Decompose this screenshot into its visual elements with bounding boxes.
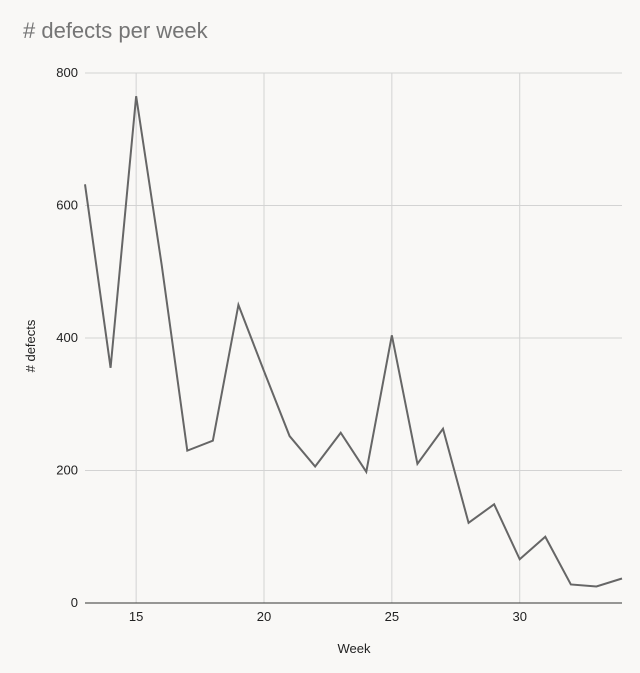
series	[84, 96, 623, 588]
x-tick-label: 15	[129, 609, 143, 624]
x-tick-label: 25	[385, 609, 399, 624]
y-tick-label: 0	[71, 595, 78, 610]
y-tick-label: 600	[56, 198, 78, 213]
x-tick-label: 20	[257, 609, 271, 624]
x-tick-label: 30	[512, 609, 526, 624]
y-tick-label: 400	[56, 330, 78, 345]
x-axis-label: Week	[338, 641, 371, 656]
y-axis-label: # defects	[23, 319, 38, 372]
series-line	[84, 96, 623, 588]
y-tick-label: 800	[56, 65, 78, 80]
tick-labels: 0 200 400 600 800 15 20 25 30	[56, 65, 527, 624]
chart-title: # defects per week	[23, 18, 208, 43]
y-tick-label: 200	[56, 463, 78, 478]
grid	[85, 72, 622, 603]
